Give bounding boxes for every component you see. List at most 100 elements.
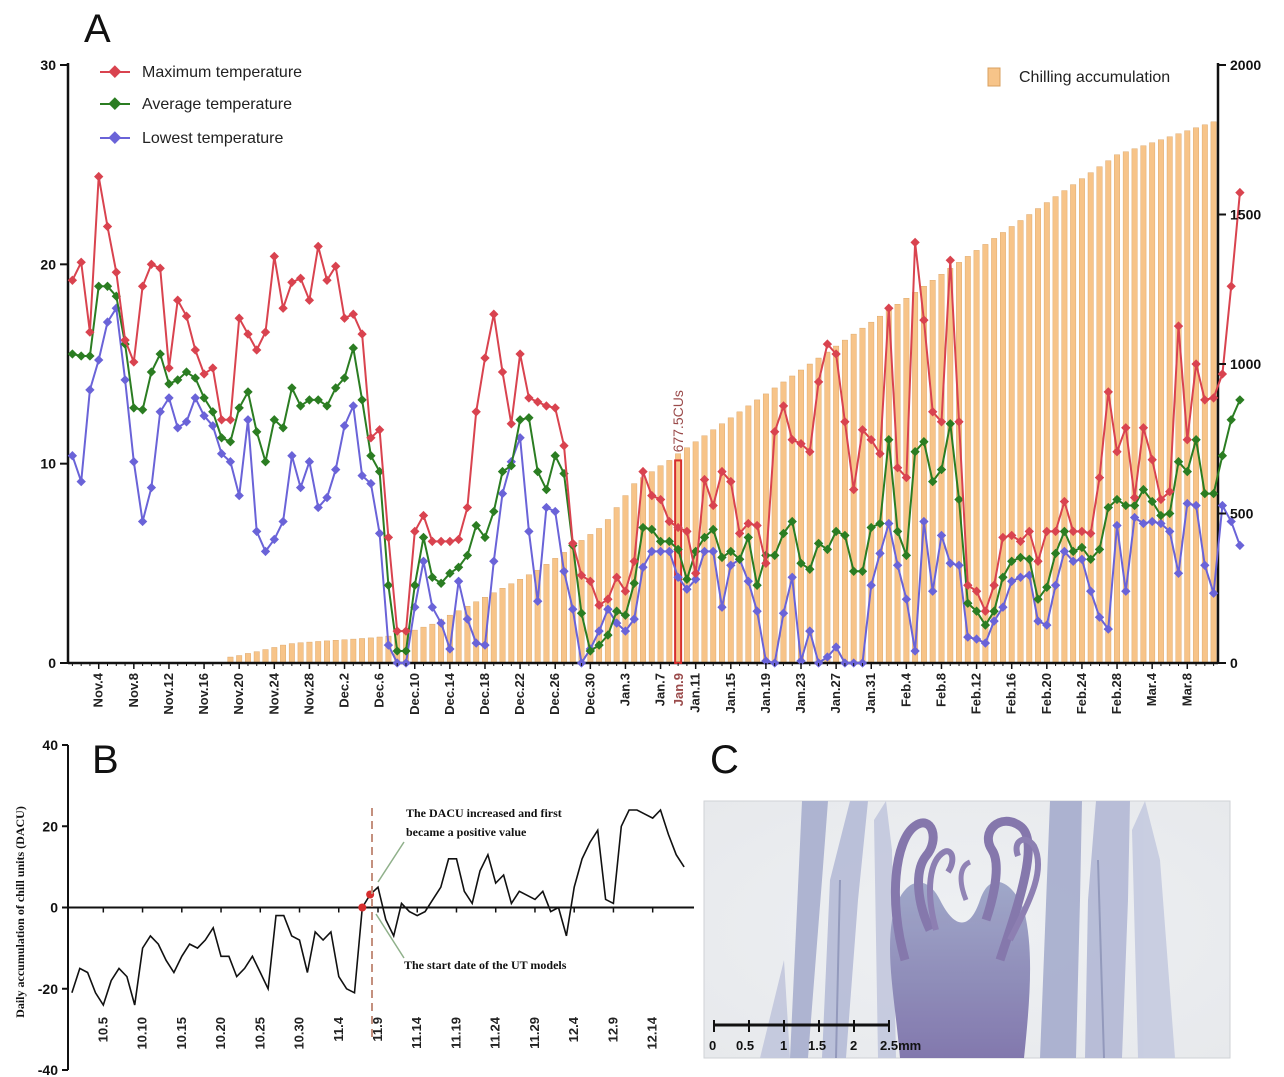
chill-bar xyxy=(324,640,330,664)
low-temperature-point xyxy=(471,638,481,648)
scale-label-0: 0 xyxy=(709,1038,716,1053)
x-tick-label: Jan.27 xyxy=(828,673,843,713)
chill-bar xyxy=(841,339,848,664)
max-temperature-point xyxy=(146,259,157,269)
avg-temperature-point xyxy=(392,646,402,656)
avg-temperature-point xyxy=(980,620,991,630)
avg-temperature-point xyxy=(155,349,165,359)
low-temperature-point xyxy=(805,626,815,636)
max-temperature-point xyxy=(410,526,420,537)
max-temperature-point xyxy=(445,536,455,547)
max-temperature-point xyxy=(1191,359,1201,369)
avg-temperature-point xyxy=(497,466,508,477)
max-temperature-point xyxy=(392,626,402,636)
max-temperature-point xyxy=(260,327,271,337)
max-temperature-point xyxy=(331,261,341,271)
chill-bar xyxy=(894,304,901,664)
max-temperature-point xyxy=(1147,455,1157,465)
avg-temperature-point xyxy=(146,367,157,377)
low-temperature-point xyxy=(1033,616,1043,626)
left-y-tick-label: 30 xyxy=(40,57,56,73)
max-temperature-point xyxy=(1208,393,1219,403)
chill-bar xyxy=(332,640,339,664)
chill-bar xyxy=(727,417,734,664)
max-temperature-point xyxy=(559,441,569,451)
max-temperature-point xyxy=(471,407,481,417)
scale-label-1.5: 1.5 xyxy=(808,1038,826,1053)
avg-temperature-point xyxy=(94,281,104,291)
scale-label-2.5mm: 2.5mm xyxy=(880,1038,921,1053)
low-temperature-point xyxy=(453,576,464,586)
chill-bar xyxy=(604,519,611,664)
low-temperature-point xyxy=(366,478,376,489)
left-y-tick-label: 10 xyxy=(40,456,56,472)
max-temperature-point xyxy=(1235,187,1245,198)
low-temperature-point xyxy=(374,528,385,539)
low-temperature-point xyxy=(252,526,262,537)
x-tick-label: Nov.24 xyxy=(266,672,281,714)
avg-temperature-point xyxy=(954,494,964,505)
max-temperature-point xyxy=(506,419,516,429)
chill-bar xyxy=(973,250,980,664)
chill-bar xyxy=(1149,142,1156,664)
x-tick-label: Dec.10 xyxy=(407,673,422,715)
avg-temperature-point xyxy=(576,608,587,618)
low-temperature-point xyxy=(208,421,218,431)
chill-bar xyxy=(359,638,365,664)
low-temperature-point xyxy=(594,626,604,636)
low-temperature-point xyxy=(357,470,367,481)
max-temperature-point xyxy=(348,309,358,319)
low-temperature-point xyxy=(1086,586,1096,596)
low-temperature-point xyxy=(1129,512,1140,523)
chill-bar xyxy=(499,588,506,664)
avg-temperature-point xyxy=(612,606,622,616)
dacu-x-tick-label: 12.9 xyxy=(605,1017,620,1042)
max-temperature-point xyxy=(190,345,200,355)
chill-bar xyxy=(1017,220,1024,664)
avg-temperature-point xyxy=(164,379,174,389)
chill-bar xyxy=(648,471,655,664)
chill-bar xyxy=(508,583,515,664)
right-y-tick-label: 0 xyxy=(1230,655,1238,671)
low-temperature-point xyxy=(892,560,903,570)
chill-bar xyxy=(297,642,304,664)
dacu-x-tick-label: 11.19 xyxy=(449,1017,464,1049)
low-temperature-point xyxy=(945,558,955,568)
annotation-start-date: The start date of the UT models xyxy=(404,958,567,972)
legend-max-label: Maximum temperature xyxy=(142,64,302,81)
avg-temperature-point xyxy=(866,522,876,533)
chill-bar xyxy=(271,647,278,664)
max-temperature-point xyxy=(436,536,446,547)
max-temperature-point xyxy=(857,425,868,435)
avg-temperature-point xyxy=(1226,415,1236,425)
max-temperature-point xyxy=(173,295,183,305)
avg-temperature-point xyxy=(752,580,762,590)
panel-a-letter: A xyxy=(84,7,111,51)
max-temperature-point xyxy=(278,303,288,313)
chill-bar xyxy=(350,638,357,664)
low-temperature-point xyxy=(445,644,455,654)
avg-temperature-point xyxy=(278,423,288,433)
max-temperature-point xyxy=(1121,423,1131,433)
legend: Maximum temperature Average temperature … xyxy=(100,64,1170,147)
max-temperature-point xyxy=(1112,447,1122,457)
chill-bar xyxy=(280,644,286,664)
low-temperature-point xyxy=(216,449,227,459)
low-temperature-point xyxy=(1226,516,1236,527)
low-temperature-point xyxy=(1147,516,1157,527)
x-tick-label: Feb.4 xyxy=(898,672,913,707)
low-temperature-point xyxy=(884,518,894,529)
right-y-tick-label: 1500 xyxy=(1230,207,1261,223)
max-temperature-point xyxy=(954,417,964,427)
max-temperature-point xyxy=(945,255,955,265)
dacu-x-tick-label: 10.20 xyxy=(213,1017,228,1050)
x-tick-label: Feb.12 xyxy=(969,673,984,714)
panel-c-micrograph: 0 0.5 1 1.5 2 2.5mm xyxy=(703,800,1231,1059)
x-tick-label: Jan.15 xyxy=(723,673,738,713)
x-tick-label: Jan.7 xyxy=(653,673,668,706)
panel-b-x-ticks: 10.5 10.10 10.15 10.20 10.25 10.30 11.4 11.9 11.… xyxy=(95,907,660,1050)
low-temperature-point xyxy=(787,572,797,582)
annotation-positive-line2: became a positive value xyxy=(406,825,527,839)
low-temperature-point xyxy=(462,614,473,624)
